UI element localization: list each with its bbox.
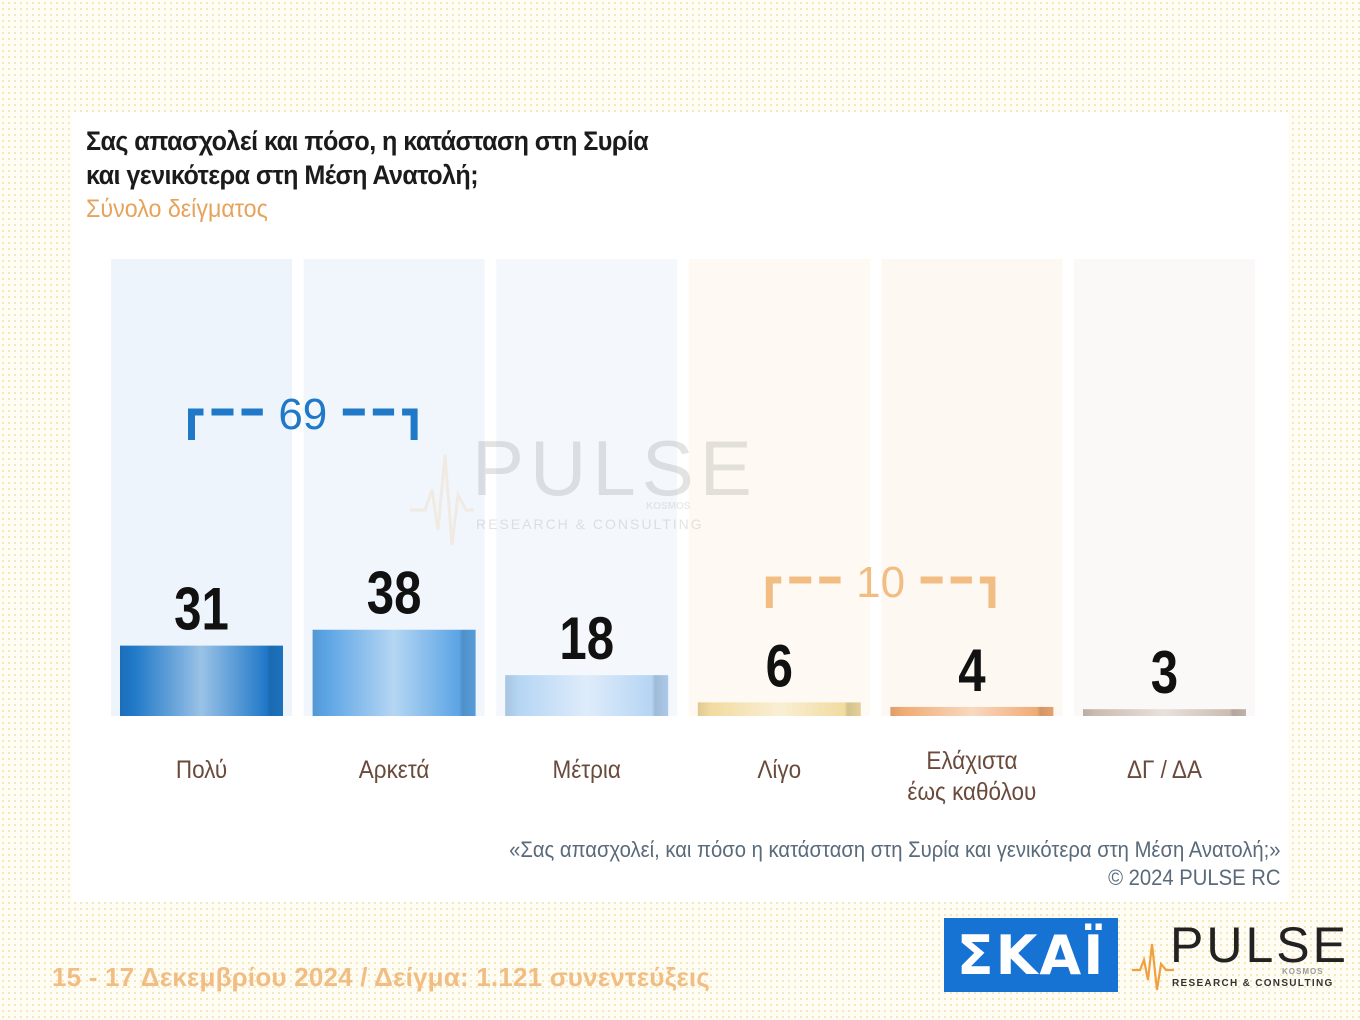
bar	[697, 702, 861, 716]
chart-title: Σας απασχολεί και πόσο, η κατάσταση στη …	[86, 124, 649, 192]
category-label: έως καθόλου	[907, 778, 1036, 806]
bar	[1083, 709, 1246, 716]
bar-value-label: 3	[1151, 639, 1178, 707]
survey-info: 15 - 17 Δεκεμβρίου 2024 / Δείγμα: 1.121 …	[52, 962, 711, 992]
skai-logo: ΣΚΑΪ	[944, 918, 1118, 992]
bracket-right-corner	[979, 576, 996, 608]
bar-value-label: 4	[958, 636, 986, 704]
bracket-left-corner	[765, 576, 782, 608]
group-bracket: 69	[188, 390, 418, 440]
category-label: Πολύ	[176, 756, 227, 784]
pulse-logo-sub: RESEARCH & CONSULTING	[1172, 978, 1334, 989]
bar-value-label: 6	[766, 632, 793, 700]
pulse-logo-kosmos: KOSMOS	[1282, 967, 1324, 976]
chart-title-line-1: Σας απασχολεί και πόσο, η κατάσταση στη …	[86, 126, 649, 156]
bar-value-label: 38	[367, 559, 422, 627]
watermark-sub: RESEARCH & CONSULTING	[476, 516, 704, 532]
watermark-wave-icon	[410, 454, 474, 546]
footnote-quote: «Σας απασχολεί, και πόσο η κατάσταση στη…	[508, 837, 1280, 862]
chart-title-line-2: και γενικότερα στη Μέση Ανατολή;	[86, 160, 479, 190]
group-bracket: 10	[765, 558, 996, 608]
bracket-left-corner	[188, 408, 204, 440]
footnote-copyright: © 2024 PULSE RC	[1107, 865, 1280, 890]
bracket-right-corner	[402, 408, 418, 440]
column-background	[688, 259, 870, 716]
watermark-kosmos: KOSMOS	[646, 501, 691, 512]
bar	[312, 629, 476, 716]
bar	[120, 645, 283, 716]
pulse-wave-icon	[1132, 943, 1174, 991]
group-total-label: 69	[278, 390, 327, 439]
bar	[890, 706, 1054, 716]
column-background	[881, 259, 1063, 716]
category-label: ΔΓ / ΔΑ	[1127, 756, 1202, 784]
category-label: Ελάχιστα	[926, 747, 1017, 775]
bar-value-label: 18	[559, 604, 614, 672]
skai-logo-text: ΣΚΑΪ	[956, 923, 1106, 987]
category-label: Λίγο	[757, 756, 801, 784]
column-background	[496, 259, 678, 716]
column-background	[111, 259, 292, 716]
chart-subtitle: Σύνολο δείγματος	[86, 195, 268, 223]
pulse-logo-word: PULSE	[1170, 917, 1349, 973]
bar-value-label: 31	[174, 575, 229, 643]
category-label: Αρκετά	[359, 756, 430, 784]
category-label: Μέτρια	[552, 756, 621, 784]
bar	[505, 675, 669, 716]
footnote: «Σας απασχολεί, και πόσο η κατάσταση στη…	[509, 836, 1280, 892]
group-total-label: 10	[856, 558, 905, 607]
watermark-word: PULSE	[472, 424, 758, 512]
pulse-logo: PULSE KOSMOS RESEARCH & CONSULTING	[1130, 917, 1346, 996]
column-background	[1074, 259, 1255, 716]
